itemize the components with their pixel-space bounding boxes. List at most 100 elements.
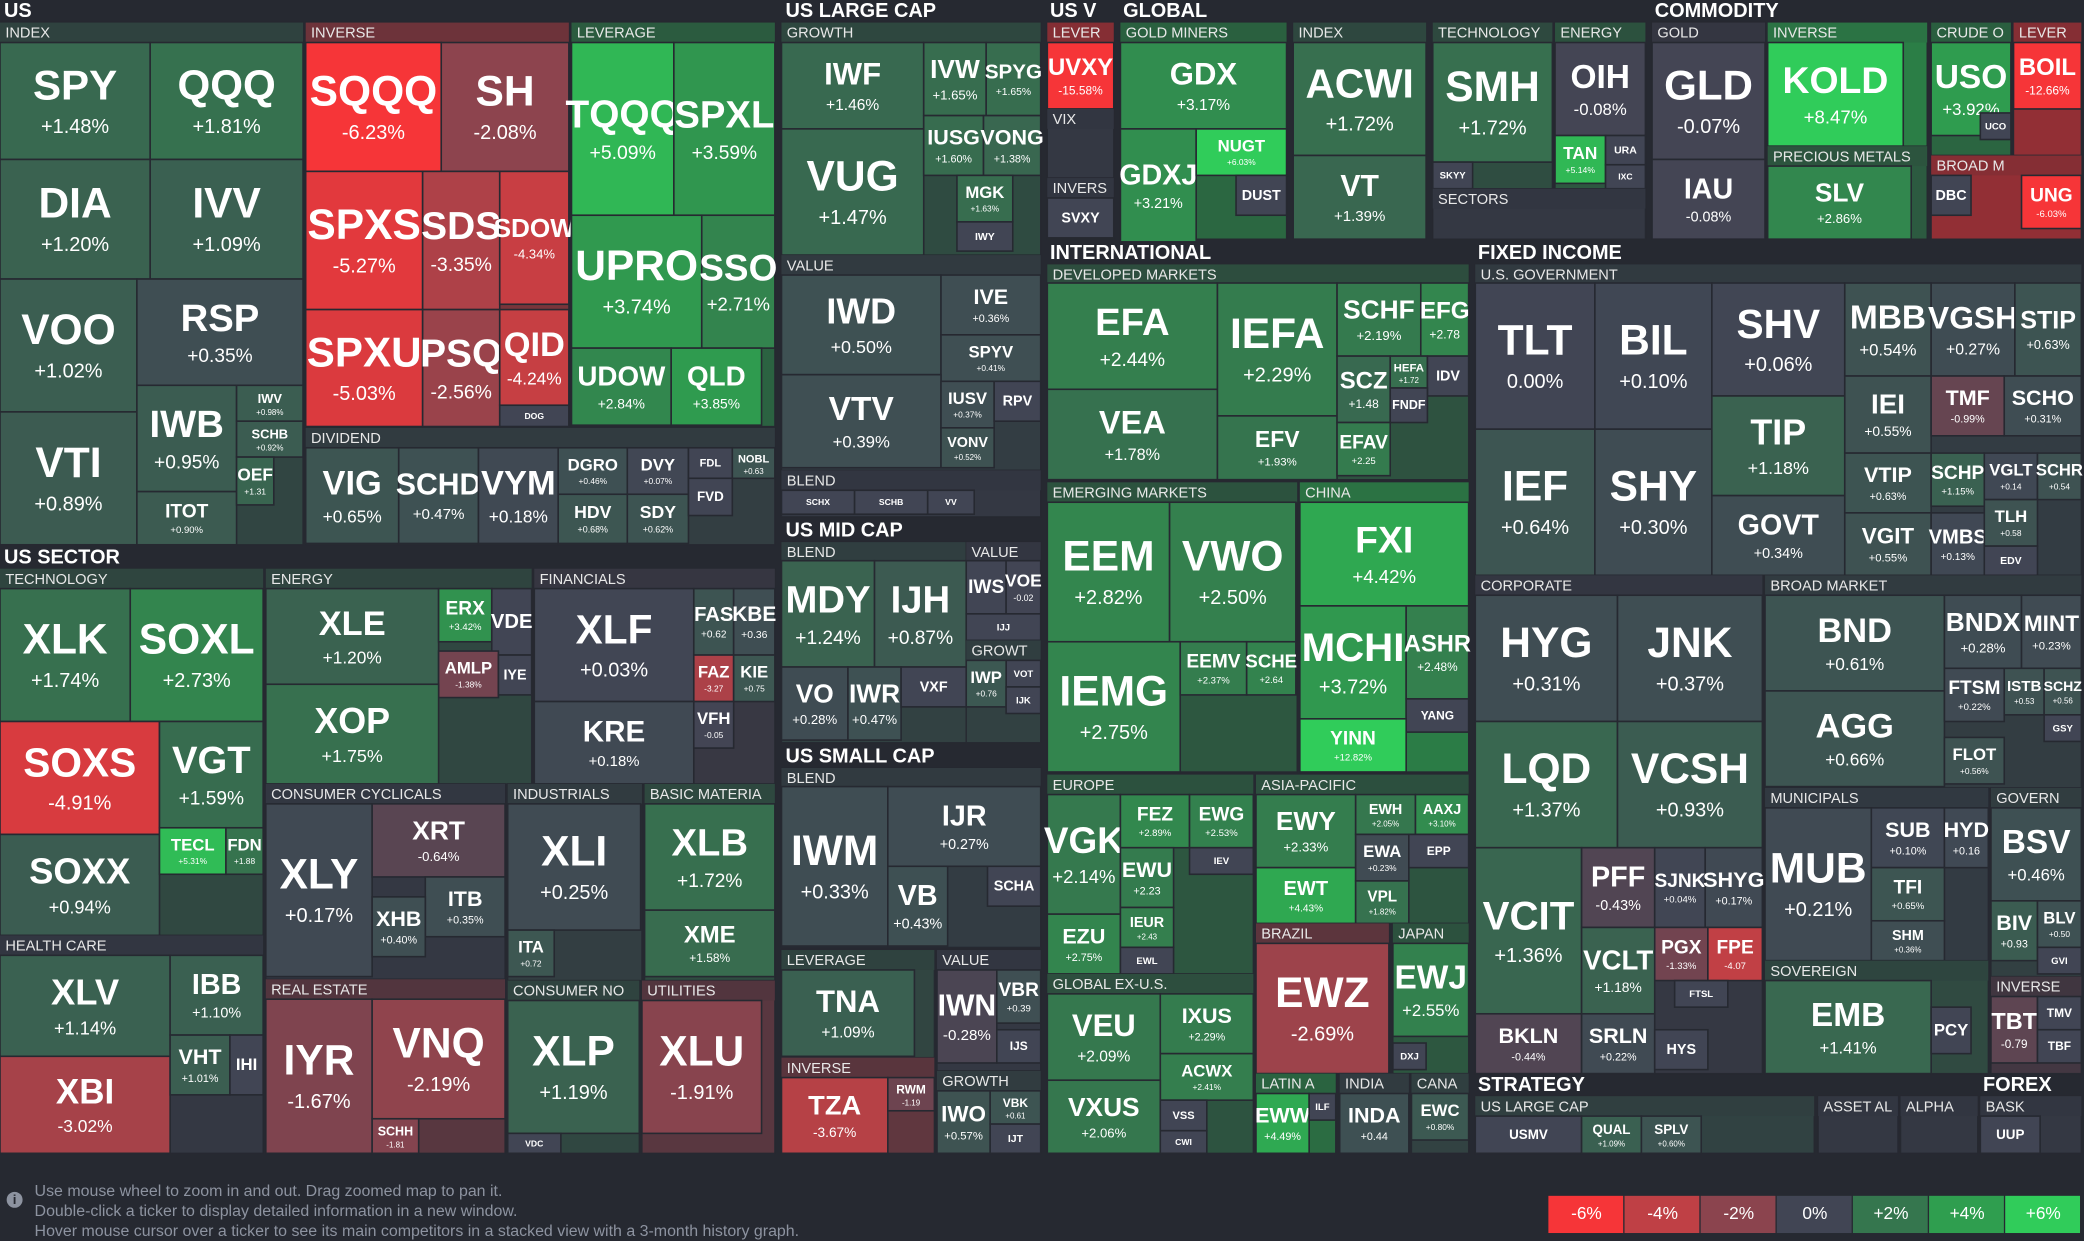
tile[interactable] xyxy=(626,493,690,545)
tile[interactable] xyxy=(1870,866,1946,922)
tile[interactable] xyxy=(900,666,968,708)
tile[interactable] xyxy=(1431,41,1554,163)
tile[interactable] xyxy=(1580,1115,1643,1155)
tile[interactable] xyxy=(1640,1115,1703,1155)
tile[interactable] xyxy=(235,456,275,506)
tile[interactable] xyxy=(1604,134,1647,166)
tile[interactable] xyxy=(506,999,641,1135)
tile[interactable] xyxy=(1338,1092,1410,1155)
tile[interactable] xyxy=(533,587,695,703)
tile[interactable] xyxy=(1245,640,1297,696)
tile[interactable] xyxy=(996,969,1042,1024)
tile[interactable] xyxy=(158,826,227,876)
tile[interactable] xyxy=(1653,1028,1709,1071)
tile[interactable] xyxy=(2003,375,2083,437)
tile[interactable] xyxy=(1651,158,1766,240)
tile[interactable] xyxy=(1046,793,1122,915)
tile[interactable] xyxy=(1408,833,1470,869)
tile[interactable] xyxy=(506,929,556,978)
tile[interactable] xyxy=(926,489,976,516)
tile[interactable] xyxy=(371,998,506,1120)
tile[interactable] xyxy=(1764,807,1873,962)
tile[interactable] xyxy=(1255,1092,1310,1155)
tile[interactable] xyxy=(1159,1052,1255,1101)
tile[interactable] xyxy=(397,446,480,545)
tile[interactable] xyxy=(1216,282,1338,417)
tile[interactable] xyxy=(993,380,1042,422)
tile[interactable] xyxy=(641,999,763,1135)
tile[interactable] xyxy=(1046,1079,1162,1155)
tile[interactable] xyxy=(1983,452,2039,501)
tile[interactable] xyxy=(1764,690,1946,788)
tile[interactable] xyxy=(304,170,424,311)
tile[interactable] xyxy=(780,666,849,741)
tile[interactable] xyxy=(1616,720,1764,849)
tile[interactable] xyxy=(1046,993,1162,1082)
tile[interactable] xyxy=(1870,807,1946,869)
tile[interactable] xyxy=(956,221,1014,252)
tile[interactable] xyxy=(1354,833,1410,882)
tile[interactable] xyxy=(780,1076,889,1155)
tile[interactable] xyxy=(2020,594,2083,670)
tile[interactable] xyxy=(643,803,776,911)
tile[interactable] xyxy=(1354,793,1417,836)
tile[interactable] xyxy=(0,720,161,836)
tile[interactable] xyxy=(1594,282,1713,430)
tile[interactable] xyxy=(1426,355,1470,397)
tile[interactable] xyxy=(1651,41,1766,161)
tile[interactable] xyxy=(498,404,570,428)
tile[interactable] xyxy=(2012,41,2083,110)
tile[interactable] xyxy=(265,998,373,1155)
tile[interactable] xyxy=(1308,1092,1337,1121)
tile[interactable] xyxy=(570,41,675,217)
tile[interactable] xyxy=(1673,979,1729,1008)
tile[interactable] xyxy=(1046,282,1219,391)
tile[interactable] xyxy=(0,587,132,723)
tile[interactable] xyxy=(1119,846,1175,909)
tile[interactable] xyxy=(1943,667,2006,723)
tile[interactable] xyxy=(1764,594,1946,692)
tile[interactable] xyxy=(265,683,440,785)
tile[interactable] xyxy=(1711,395,1846,497)
tile[interactable] xyxy=(1979,112,2012,141)
tile[interactable] xyxy=(1766,41,1905,147)
tile[interactable] xyxy=(1990,807,2083,902)
tile[interactable] xyxy=(506,803,642,931)
tile[interactable] xyxy=(1943,807,1990,869)
tile[interactable] xyxy=(1046,388,1219,481)
tile[interactable] xyxy=(158,720,264,829)
tile[interactable] xyxy=(490,587,533,656)
tile[interactable] xyxy=(0,954,171,1058)
tile[interactable] xyxy=(1474,282,1596,430)
tile[interactable] xyxy=(780,41,925,130)
tile[interactable] xyxy=(1336,421,1392,477)
tile[interactable] xyxy=(437,650,500,699)
tile[interactable] xyxy=(996,1028,1042,1064)
tile[interactable] xyxy=(1119,906,1175,949)
tile[interactable] xyxy=(136,384,238,493)
tile[interactable] xyxy=(1216,415,1338,481)
tile[interactable] xyxy=(1392,942,1470,1038)
tile[interactable] xyxy=(985,41,1042,117)
tile[interactable] xyxy=(780,969,916,1058)
tile[interactable] xyxy=(1943,594,2023,670)
tile[interactable] xyxy=(887,1076,936,1112)
tile[interactable] xyxy=(780,373,942,469)
tile[interactable] xyxy=(1299,718,1407,773)
tile[interactable] xyxy=(965,613,1042,642)
tile[interactable] xyxy=(687,477,734,517)
tile[interactable] xyxy=(1870,919,1946,962)
tile[interactable] xyxy=(1616,594,1764,723)
tile[interactable] xyxy=(940,334,1042,383)
tile[interactable] xyxy=(225,826,264,876)
tile[interactable] xyxy=(1474,1115,1583,1155)
tile[interactable] xyxy=(2003,667,2045,716)
tile[interactable] xyxy=(0,1055,171,1155)
tile[interactable] xyxy=(424,876,506,938)
tile[interactable] xyxy=(1188,846,1255,876)
tile[interactable] xyxy=(922,114,985,177)
tile[interactable] xyxy=(887,785,1042,868)
tile[interactable] xyxy=(1711,494,1846,577)
tile[interactable] xyxy=(1255,942,1390,1075)
tile[interactable] xyxy=(732,587,776,656)
